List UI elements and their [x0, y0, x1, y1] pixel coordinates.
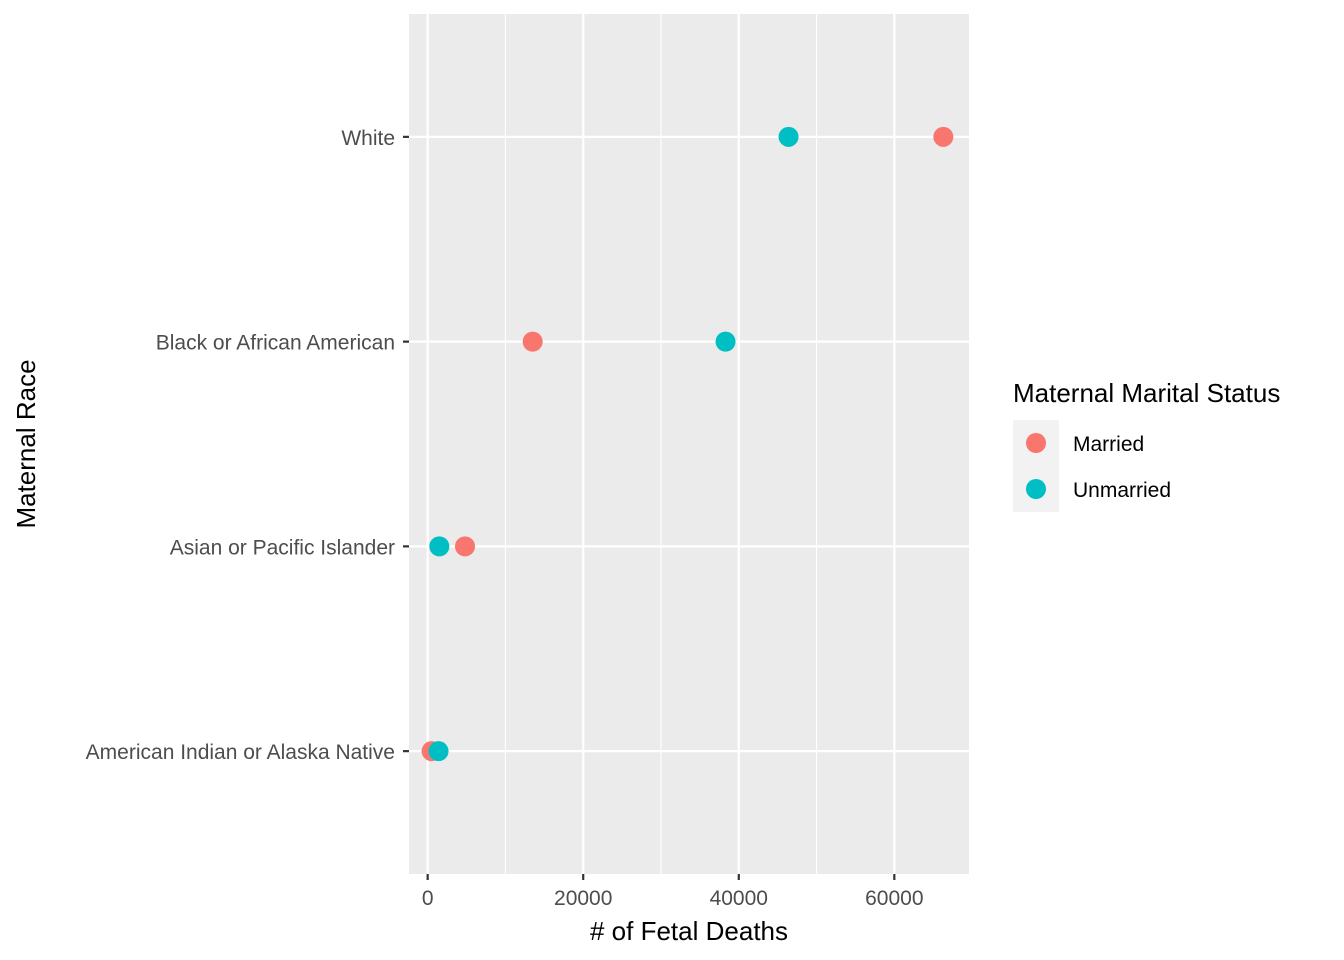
point-unmarried [428, 741, 449, 762]
point-unmarried [715, 331, 736, 352]
y-tick-label: Black or African American [156, 332, 395, 355]
y-axis: American Indian or Alaska Native Asian or… [86, 127, 409, 764]
y-tick-label: White [341, 127, 395, 150]
legend: Maternal Marital Status Married Unmarrie… [1013, 378, 1280, 512]
point-married [522, 331, 543, 352]
x-tick-label: 0 [422, 887, 434, 910]
y-axis-title: Maternal Race [11, 359, 41, 528]
point-married [933, 126, 954, 147]
minor-gridlines [504, 14, 818, 874]
y-tick-label: Asian or Pacific Islander [170, 536, 395, 559]
x-axis-title: # of Fetal Deaths [590, 916, 788, 946]
y-tick-label: American Indian or Alaska Native [86, 741, 395, 764]
point-unmarried [429, 536, 450, 557]
legend-dot-unmarried [1026, 479, 1046, 499]
point-unmarried [778, 126, 799, 147]
x-axis: 0 20000 40000 60000 [422, 874, 924, 910]
x-tick-label: 60000 [865, 887, 923, 910]
legend-title: Maternal Marital Status [1013, 378, 1280, 408]
legend-label-married: Married [1073, 433, 1144, 456]
major-gridlines [409, 14, 969, 874]
legend-label-unmarried: Unmarried [1073, 479, 1171, 502]
x-tick-label: 20000 [554, 887, 612, 910]
x-tick-label: 40000 [710, 887, 768, 910]
data-points [421, 126, 954, 762]
plot-panel [409, 14, 969, 874]
legend-dot-married [1026, 433, 1046, 453]
point-married [455, 536, 475, 557]
